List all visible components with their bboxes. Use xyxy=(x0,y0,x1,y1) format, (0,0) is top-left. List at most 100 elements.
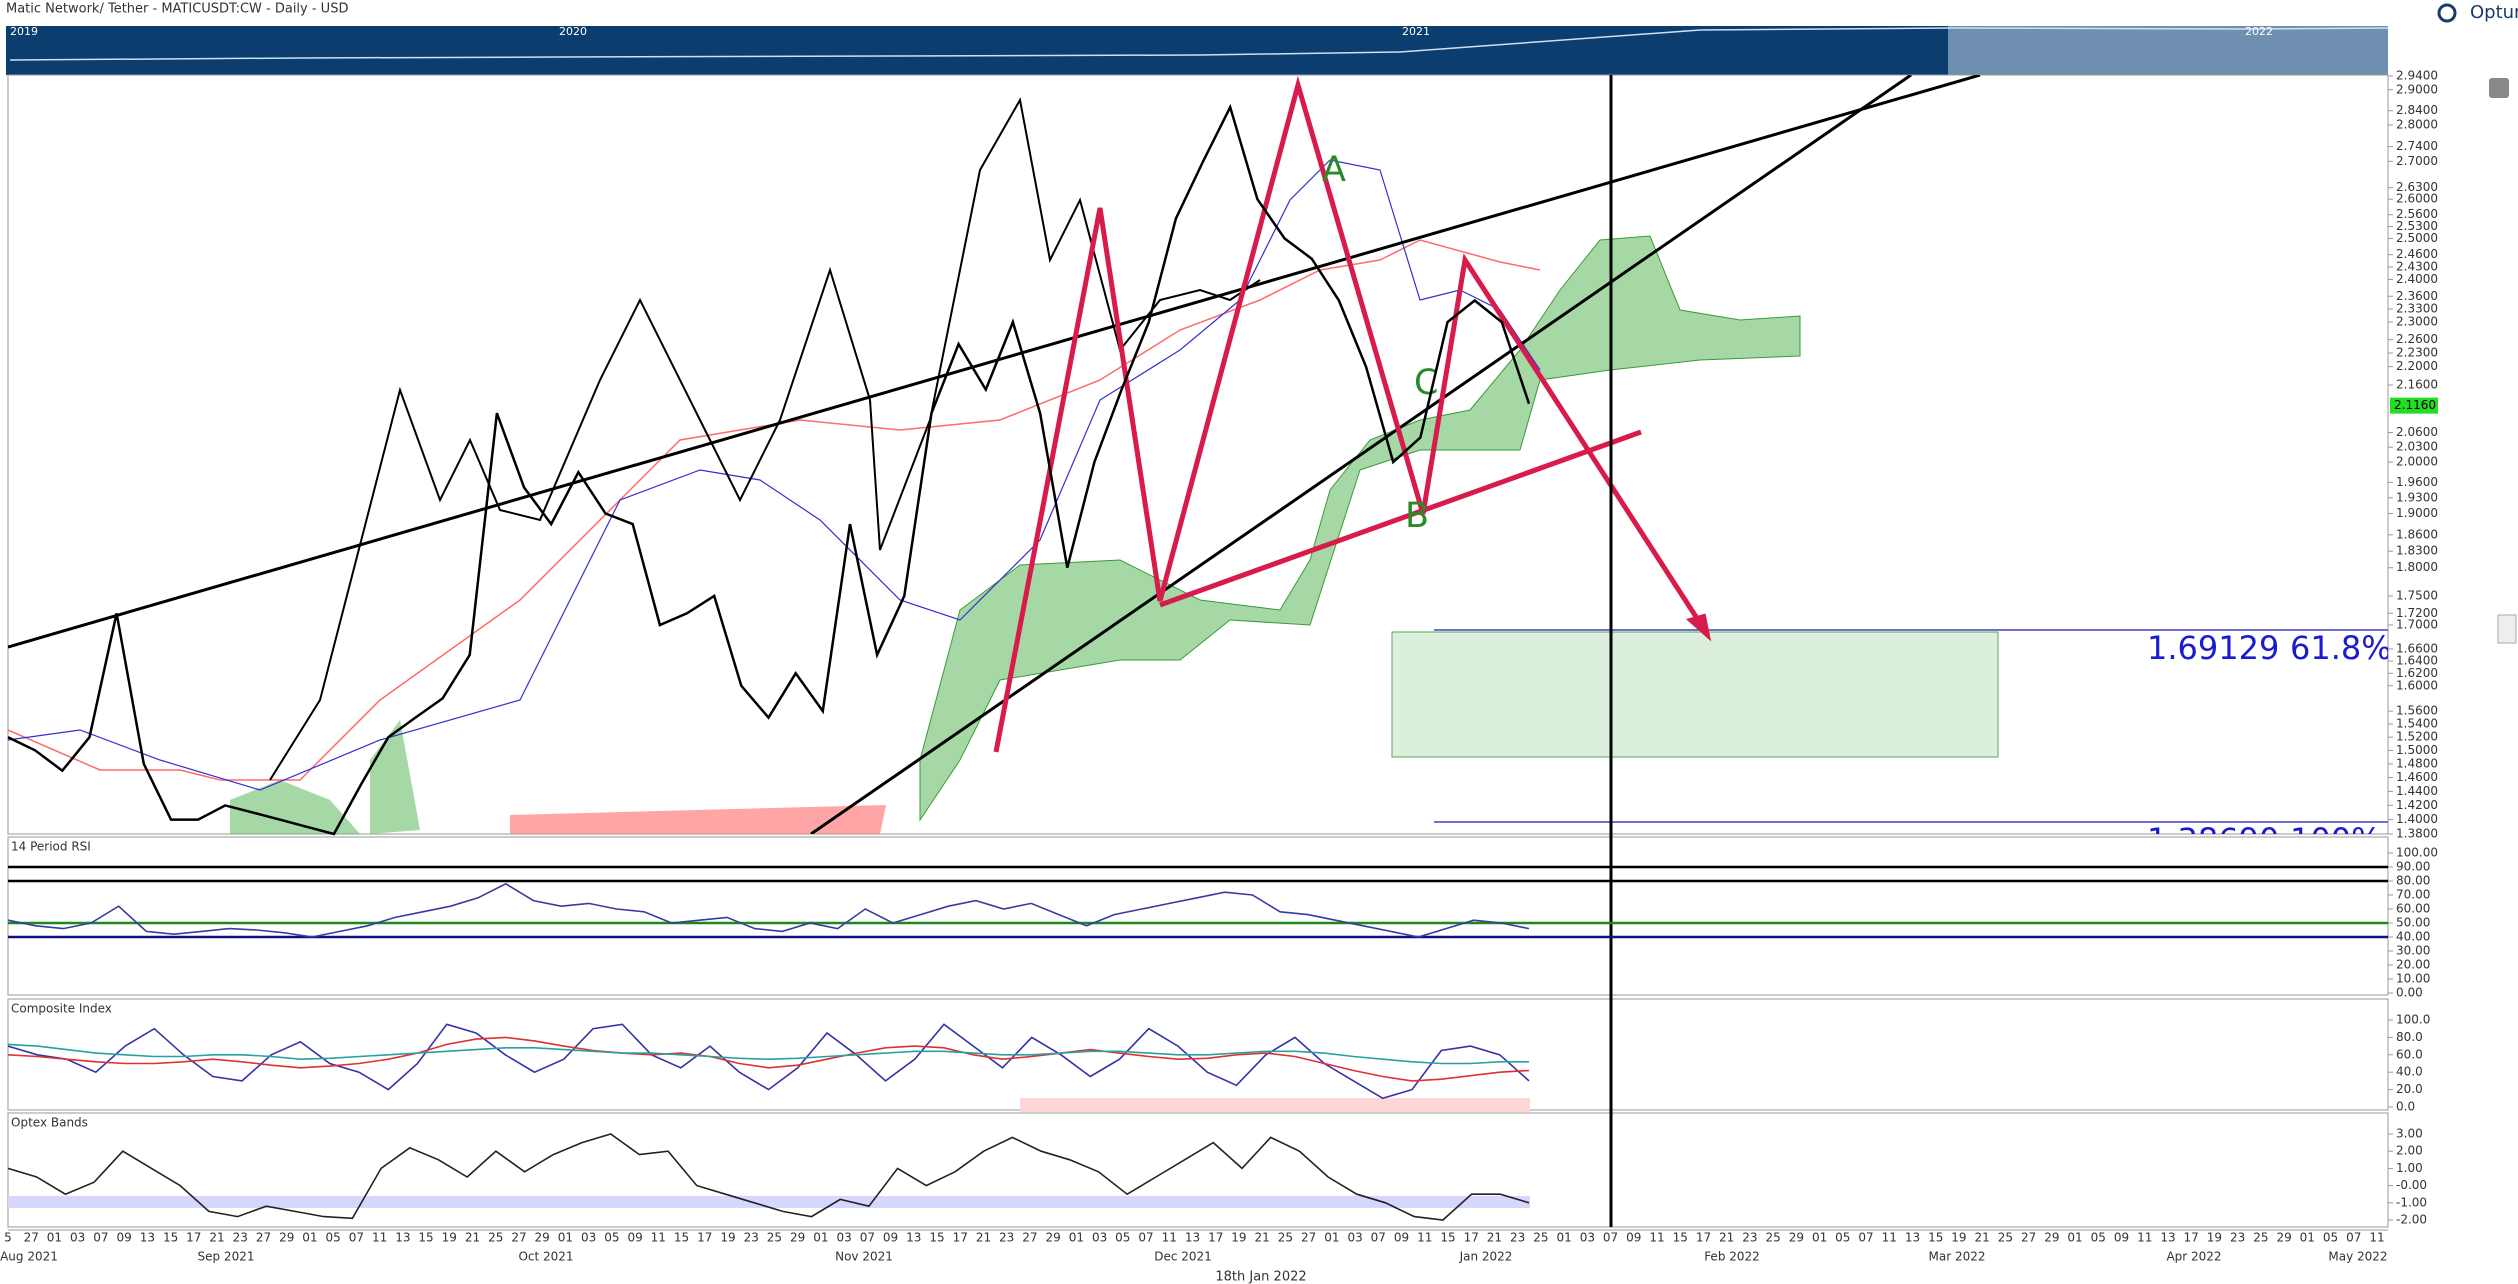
y-tick-label: 2.00 xyxy=(2396,1144,2423,1158)
x-month-label: Mar 2022 xyxy=(1929,1250,1986,1264)
x-tick-label: 13 xyxy=(1905,1231,1920,1245)
side-tab[interactable] xyxy=(2497,614,2517,644)
y-tick-label: 70.00 xyxy=(2396,888,2430,902)
x-tick-label: 13 xyxy=(2160,1231,2175,1245)
kijun-line xyxy=(8,239,1541,781)
wave-label: B xyxy=(1405,496,1429,536)
x-tick-label: 17 xyxy=(953,1231,968,1245)
wave-label: A xyxy=(1322,150,1346,190)
y-tick-label: 2.2300 xyxy=(2396,346,2438,360)
cloud xyxy=(919,235,1801,822)
x-tick-label: 15 xyxy=(163,1231,178,1245)
x-tick-label: 05 xyxy=(2323,1231,2338,1245)
x-tick-label: 17 xyxy=(186,1231,201,1245)
lagging-span xyxy=(269,97,1261,781)
x-tick-label: 29 xyxy=(279,1231,294,1245)
y-tick-label: 1.5400 xyxy=(2396,717,2438,731)
y-tick-label: 1.4800 xyxy=(2396,756,2438,770)
x-tick-label: 23 xyxy=(2230,1231,2245,1245)
x-tick-label: 11 xyxy=(1417,1231,1432,1245)
x-tick-label: 03 xyxy=(1580,1231,1595,1245)
x-tick-label: 11 xyxy=(1882,1231,1897,1245)
x-tick-label: 27 xyxy=(24,1231,39,1245)
x-tick-label: 25 xyxy=(488,1231,503,1245)
x-month-label: Jan 2022 xyxy=(1459,1250,1513,1264)
trendline xyxy=(8,75,1981,649)
x-tick-label: 25 xyxy=(767,1231,782,1245)
x-tick-label: 01 xyxy=(1556,1231,1571,1245)
y-tick-label: 2.0600 xyxy=(2396,425,2438,439)
x-tick-label: 03 xyxy=(581,1231,596,1245)
price-marker-label: 2.1160 xyxy=(2394,398,2436,412)
y-tick-label: 1.6600 xyxy=(2396,641,2438,655)
lock-icon[interactable] xyxy=(2489,78,2509,98)
x-tick-label: 5 xyxy=(4,1231,12,1245)
main-frame xyxy=(7,74,2389,835)
y-tick-label: 40.00 xyxy=(2396,930,2430,944)
y-tick-label: 2.5000 xyxy=(2396,231,2438,245)
y-tick-label: 2.4300 xyxy=(2396,259,2438,273)
y-tick-label: 2.0300 xyxy=(2396,440,2438,454)
wave-label: C xyxy=(1414,363,1438,403)
x-tick-label: 25 xyxy=(2253,1231,2268,1245)
x-tick-label: 25 xyxy=(1765,1231,1780,1245)
y-tick-label: 80.0 xyxy=(2396,1030,2423,1044)
data-line xyxy=(7,1036,1530,1082)
y-tick-label: 1.00 xyxy=(2396,1161,2423,1175)
x-tick-label: 07 xyxy=(1858,1231,1873,1245)
x-tick-label: 11 xyxy=(651,1231,666,1245)
x-tick-label: 17 xyxy=(1696,1231,1711,1245)
y-tick-label: 1.3800 xyxy=(2396,827,2438,841)
x-tick-label: 09 xyxy=(1626,1231,1641,1245)
y-tick-label: 2.1600 xyxy=(2396,377,2438,391)
data-line xyxy=(7,1043,1529,1065)
y-tick-label: 2.2000 xyxy=(2396,359,2438,373)
data-line xyxy=(7,882,1530,938)
x-tick-label: 29 xyxy=(790,1231,805,1245)
y-tick-label: 1.7500 xyxy=(2396,588,2438,602)
y-tick-label: 1.4600 xyxy=(2396,770,2438,784)
x-tick-label: 13 xyxy=(140,1231,155,1245)
panel-title: Optex Bands xyxy=(11,1116,88,1130)
y-tick-label: 2.9400 xyxy=(2396,69,2438,83)
y-tick-label: 2.4000 xyxy=(2396,272,2438,286)
x-tick-label: 07 xyxy=(1371,1231,1386,1245)
y-tick-label: 2.6000 xyxy=(2396,192,2438,206)
y-tick-label: 100.0 xyxy=(2396,1013,2430,1027)
y-tick-label: 1.8000 xyxy=(2396,560,2438,574)
trendline xyxy=(810,75,1912,834)
y-tick-label: 2.4600 xyxy=(2396,247,2438,261)
x-tick-label: 23 xyxy=(999,1231,1014,1245)
x-tick-label: 21 xyxy=(1975,1231,1990,1245)
y-tick-label: 2.6300 xyxy=(2396,180,2438,194)
y-tick-label: 1.9600 xyxy=(2396,475,2438,489)
y-tick-label: 2.7000 xyxy=(2396,154,2438,168)
cloud xyxy=(230,780,360,834)
x-tick-label: 09 xyxy=(116,1231,131,1245)
x-tick-label: 05 xyxy=(1115,1231,1130,1245)
x-tick-label: 11 xyxy=(2369,1231,2384,1245)
x-tick-label: 21 xyxy=(1719,1231,1734,1245)
data-line xyxy=(7,103,1531,836)
x-tick-label: 21 xyxy=(465,1231,480,1245)
optex-frame xyxy=(7,1112,2389,1228)
overview-year: 2021 xyxy=(1402,25,1430,38)
x-tick-label: 21 xyxy=(1487,1231,1502,1245)
x-tick-label: 01 xyxy=(302,1231,317,1245)
x-tick-label: 01 xyxy=(47,1231,62,1245)
y-tick-label: 1.5200 xyxy=(2396,730,2438,744)
x-tick-label: 23 xyxy=(1742,1231,1757,1245)
x-month-label: Oct 2021 xyxy=(518,1250,573,1264)
x-tick-label: 05 xyxy=(1835,1231,1850,1245)
arrow-head xyxy=(1685,613,1712,642)
x-tick-label: 23 xyxy=(744,1231,759,1245)
x-tick-label: 21 xyxy=(209,1231,224,1245)
y-tick-label: 100.00 xyxy=(2396,846,2438,860)
y-tick-label: -0.00 xyxy=(2396,1178,2427,1192)
y-tick-label: 2.3000 xyxy=(2396,315,2438,329)
x-tick-label: 27 xyxy=(256,1231,271,1245)
overview-year: 2022 xyxy=(2245,25,2273,38)
x-tick-label: 01 xyxy=(2300,1231,2315,1245)
y-tick-label: 50.00 xyxy=(2396,916,2430,930)
y-tick-label: 1.8600 xyxy=(2396,527,2438,541)
